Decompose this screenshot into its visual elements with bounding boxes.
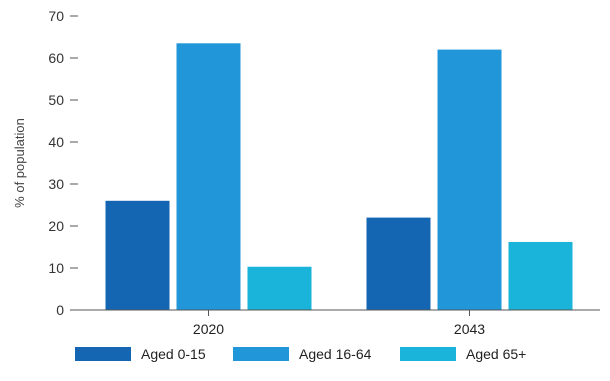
y-tick-label: 70 xyxy=(48,8,64,24)
legend-swatch xyxy=(75,347,131,361)
y-tick-label: 20 xyxy=(48,218,64,234)
x-tick-label: 2020 xyxy=(193,321,224,337)
bar-2020-1 xyxy=(177,43,241,310)
y-tick-label: 40 xyxy=(48,134,64,150)
legend-swatch xyxy=(233,347,289,361)
legend-label: Aged 0-15 xyxy=(141,346,206,362)
bar-2043-2 xyxy=(509,242,573,310)
bar-2043-0 xyxy=(367,218,431,310)
y-axis-label: % of population xyxy=(12,118,27,208)
legend-label: Aged 16-64 xyxy=(299,346,372,362)
legend-swatch xyxy=(400,347,456,361)
y-axis-ticks: 0 10 20 30 40 50 60 70 xyxy=(48,8,78,318)
y-tick-label: 10 xyxy=(48,260,64,276)
bar-2043-1 xyxy=(438,50,502,310)
x-axis-ticks: 2020 2043 xyxy=(193,310,485,337)
y-tick-label: 30 xyxy=(48,176,64,192)
y-tick-label: 0 xyxy=(56,302,64,318)
x-tick-label: 2043 xyxy=(454,321,485,337)
y-tick-label: 60 xyxy=(48,50,64,66)
legend-label: Aged 65+ xyxy=(466,346,526,362)
bars xyxy=(106,43,573,310)
bar-2020-2 xyxy=(248,267,312,310)
bar-2020-0 xyxy=(106,201,170,310)
legend: Aged 0-15 Aged 16-64 Aged 65+ xyxy=(75,346,526,362)
y-tick-label: 50 xyxy=(48,92,64,108)
